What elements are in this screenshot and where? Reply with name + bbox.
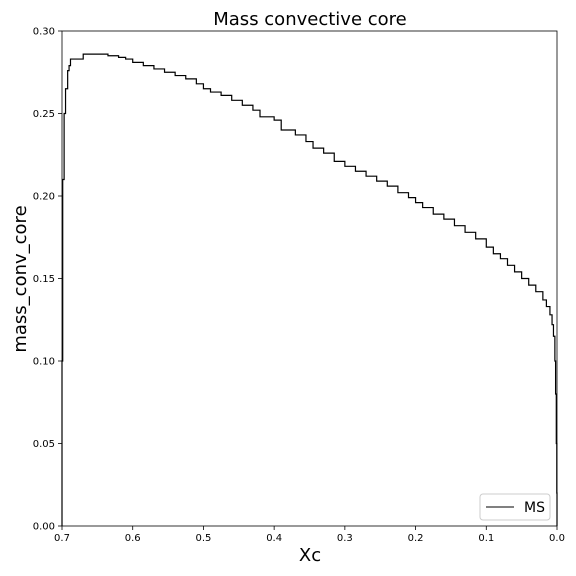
x-tick-label: 0.3 xyxy=(337,533,353,544)
legend: MS xyxy=(480,494,550,520)
x-tick-label: 0.0 xyxy=(549,533,565,544)
x-tick-label: 0.6 xyxy=(125,533,141,544)
x-tick-label: 0.4 xyxy=(266,533,282,544)
y-tick-label: 0.25 xyxy=(33,109,55,120)
x-tick-label: 0.2 xyxy=(408,533,424,544)
y-tick-label: 0.30 xyxy=(33,27,55,38)
y-tick-label: 0.05 xyxy=(33,439,55,450)
y-tick-label: 0.15 xyxy=(33,274,55,285)
axes-frame xyxy=(62,31,557,526)
x-tick-label: 0.7 xyxy=(54,533,70,544)
axes: 0.7 0.6 0.5 0.4 0.3 0.2 0.1 0.0 0.00 0.05 0.10 0.15… xyxy=(33,27,565,545)
series-line-ms xyxy=(62,54,557,526)
x-axis-label: Xc xyxy=(299,545,321,566)
y-tick-label: 0.20 xyxy=(33,192,55,203)
y-axis-label: mass_conv_core xyxy=(10,205,31,352)
y-tick-label: 0.00 xyxy=(33,522,55,533)
x-tick-label: 0.1 xyxy=(478,533,494,544)
plot-area xyxy=(62,54,557,526)
y-tick-label: 0.10 xyxy=(33,357,55,368)
chart-title: Mass convective core xyxy=(213,9,406,30)
x-tick-label: 0.5 xyxy=(195,533,211,544)
legend-label-ms: MS xyxy=(524,500,545,516)
